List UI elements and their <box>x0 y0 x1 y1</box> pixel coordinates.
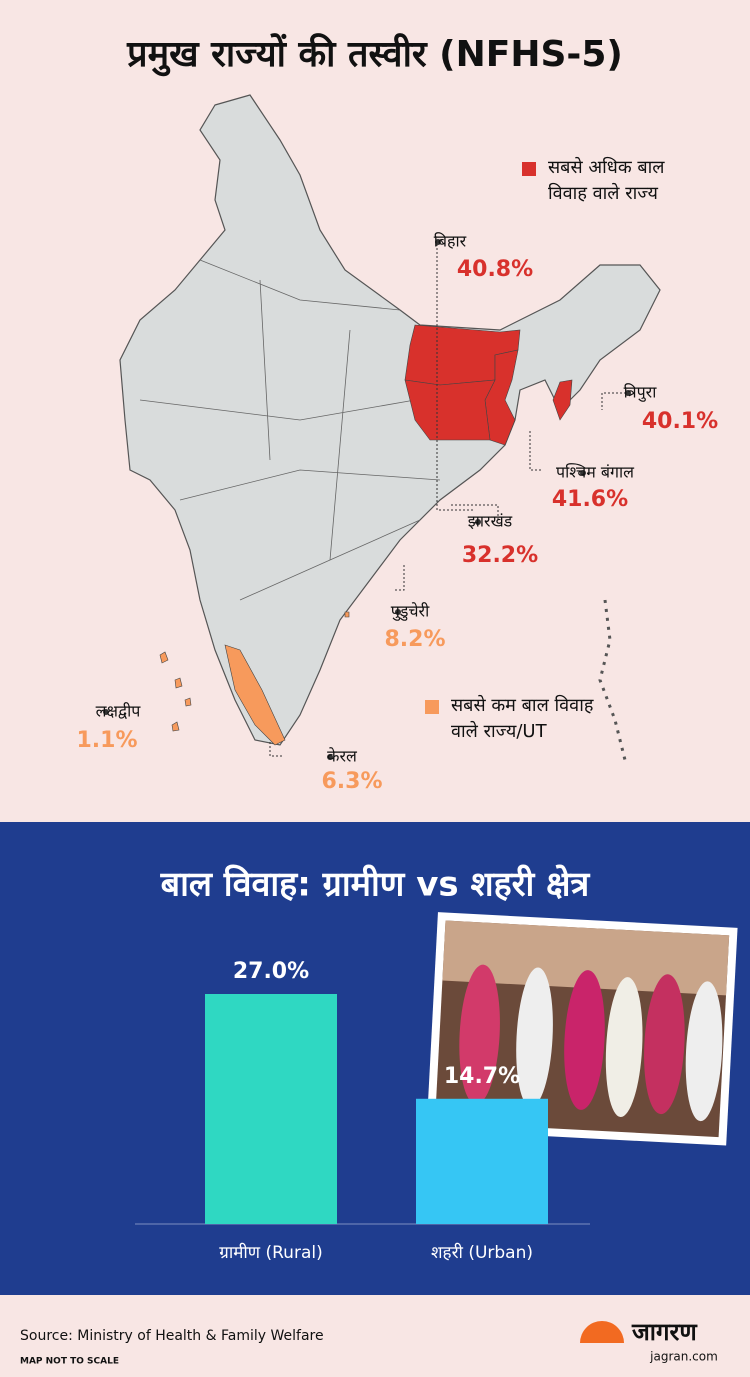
region-value: 40.8% <box>457 257 533 282</box>
region-value: 32.2% <box>462 543 538 568</box>
legend-swatch <box>522 162 536 176</box>
label-dot <box>625 390 631 396</box>
bar <box>416 1098 548 1224</box>
chart-title: बाल विवाह: ग्रामीण vs शहरी क्षेत्र <box>160 864 591 905</box>
region <box>552 379 573 421</box>
bar-value-label: 14.7% <box>444 1064 520 1089</box>
source: Source: Ministry of Health & Family Welf… <box>20 1328 324 1344</box>
region <box>344 611 350 618</box>
region-value: 8.2% <box>384 627 445 652</box>
region-name: लक्षद्वीप <box>96 702 142 721</box>
leader-lines <box>269 240 626 757</box>
map-title: प्रमुख राज्यों की तस्वीर (NFHS-5) <box>126 33 623 77</box>
legend-swatch <box>425 700 439 714</box>
bar <box>205 994 337 1224</box>
map-note: MAP NOT TO SCALE <box>20 1357 119 1367</box>
region-name: केरल <box>327 747 358 766</box>
legend-text: विवाह वाले राज्य <box>548 182 659 204</box>
logo-sun <box>580 1321 624 1343</box>
legend-text: वाले राज्य/UT <box>451 720 548 742</box>
region-value: 6.3% <box>321 769 382 794</box>
region-name: त्रिपुरा <box>624 383 658 403</box>
label-dot <box>327 754 333 760</box>
legend-text: सबसे कम बाल विवाह <box>451 694 594 716</box>
region-value: 40.1% <box>642 409 718 434</box>
label-dot <box>395 609 401 615</box>
label-dot <box>103 709 109 715</box>
region-name: झारखंड <box>468 512 513 531</box>
state-borders <box>139 259 441 601</box>
region <box>224 644 286 746</box>
label-dot <box>580 470 586 476</box>
bar-value-label: 27.0% <box>233 959 309 984</box>
region-value: 1.1% <box>76 728 137 753</box>
category-label: शहरी (Urban) <box>431 1242 533 1263</box>
region-name: बिहार <box>434 232 467 251</box>
legend-text: सबसे अधिक बाल <box>548 156 665 178</box>
site: jagran.com <box>649 1350 718 1364</box>
region <box>159 651 192 732</box>
region <box>404 379 496 441</box>
region-value: 41.6% <box>552 487 628 512</box>
andaman-islands <box>598 599 627 761</box>
label-dot <box>435 239 441 245</box>
region-name: पश्चिम बंगाल <box>556 463 635 482</box>
brand: जागरण <box>631 1318 698 1346</box>
category-label: ग्रामीण (Rural) <box>219 1242 322 1263</box>
label-dot <box>475 519 481 525</box>
region-name: पुडुचेरी <box>391 602 430 622</box>
photo <box>426 912 738 1146</box>
footer-background <box>0 1295 750 1377</box>
